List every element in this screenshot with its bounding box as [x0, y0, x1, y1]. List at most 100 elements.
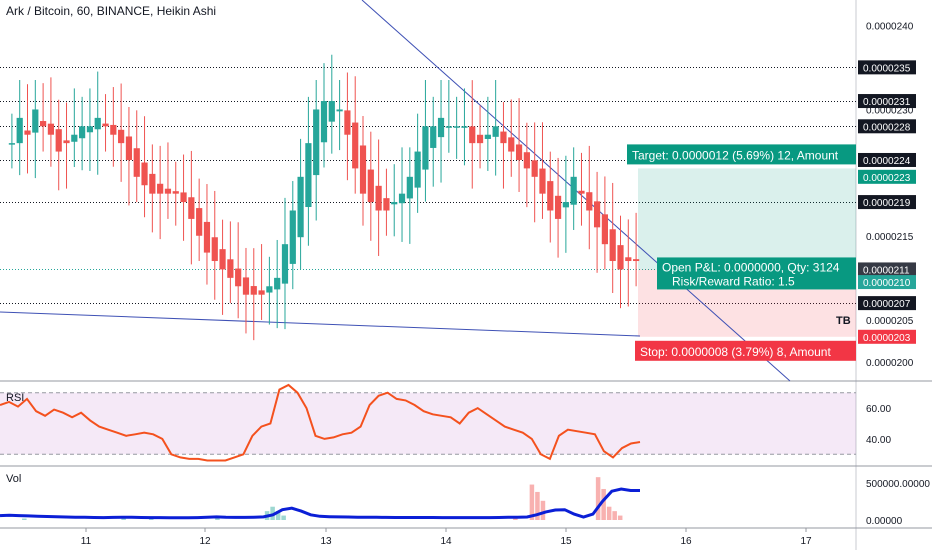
candle-body	[445, 126, 452, 128]
level-price-tag	[858, 119, 916, 134]
support-trend-line	[0, 311, 641, 337]
candle-body	[8, 143, 16, 145]
volume-bar	[275, 511, 281, 520]
price-tick-label: 0.0000240	[866, 21, 914, 32]
candle-body	[133, 148, 140, 177]
candle-body	[203, 221, 211, 253]
volume-bar	[540, 500, 546, 520]
target-zone	[638, 168, 856, 270]
candle-body	[281, 244, 289, 284]
rsi-tick-label: 60.00	[866, 404, 891, 415]
candle-body	[227, 259, 234, 278]
candle-body	[531, 160, 538, 177]
price-tick-label: 0.0000215	[866, 232, 914, 243]
candle-body	[359, 145, 367, 194]
volume-bar	[595, 477, 601, 520]
candle-body	[492, 126, 499, 137]
candle-body	[601, 214, 608, 245]
open-pnl-text: Open P&L: 0.0000000, Qty: 3124	[662, 260, 840, 274]
price-tag	[858, 329, 916, 344]
volume-bar	[612, 511, 617, 520]
time-tick-label: 12	[199, 536, 211, 547]
chart-title: Ark / Bitcoin, 60, BINANCE, Heikin Ashi	[6, 4, 217, 18]
time-tick-label: 17	[800, 536, 812, 547]
candle-body	[336, 109, 343, 112]
candle-body	[110, 124, 117, 135]
rsi-band	[0, 392, 856, 455]
candle-body	[422, 126, 429, 170]
level-price-label: 0.0000224	[863, 156, 911, 167]
time-tick-label: 11	[81, 536, 92, 547]
candle-body	[196, 208, 203, 236]
level-price-tag	[858, 152, 916, 167]
candle-body	[328, 101, 335, 122]
volume-bar	[22, 518, 27, 520]
candle-body	[235, 268, 242, 287]
candle-body	[86, 126, 94, 133]
candle-body	[476, 134, 484, 144]
candle-body	[141, 162, 148, 186]
level-price-label: 0.0000207	[863, 299, 911, 310]
candle-body	[383, 198, 390, 211]
candle-body	[125, 136, 133, 160]
volume-bar	[601, 488, 606, 520]
time-tick-label: 13	[320, 536, 332, 547]
candle-body	[266, 286, 273, 293]
candle-body	[508, 137, 515, 152]
candle-body	[367, 169, 374, 203]
candle-body	[219, 249, 226, 270]
candle-body	[344, 110, 351, 135]
candle-body	[625, 257, 632, 262]
candle-body	[79, 126, 86, 139]
candle-body	[297, 176, 304, 238]
candle-body	[562, 202, 569, 208]
price-tag-label: 0.0000203	[863, 333, 911, 344]
time-tick-label: 14	[440, 536, 452, 547]
rsi-line	[0, 383, 641, 462]
level-price-tag	[858, 195, 916, 210]
price-tag	[858, 169, 916, 184]
volume-label: Vol	[6, 473, 21, 485]
price-tag	[858, 262, 916, 277]
candle-body	[570, 176, 577, 205]
candle-body	[554, 195, 562, 219]
candle-body	[242, 277, 250, 295]
volume-ma-line	[0, 487, 640, 520]
candle-body	[406, 176, 413, 199]
level-price-tag	[858, 60, 916, 75]
candle-body	[414, 151, 421, 188]
candle-body	[164, 188, 172, 194]
candle-body	[484, 134, 491, 139]
candle-body	[391, 202, 398, 205]
rsi-tick-label: 40.00	[866, 435, 891, 446]
candle-body	[547, 181, 554, 211]
rsi-label: RSI	[6, 392, 24, 404]
candle-body	[398, 193, 406, 204]
candle-body	[40, 121, 47, 127]
candle-body	[313, 109, 320, 176]
candle-body	[461, 126, 468, 128]
candle-body	[274, 277, 281, 290]
level-price-tag	[858, 94, 916, 109]
candle-body	[258, 290, 265, 295]
level-price-label: 0.0000231	[863, 97, 911, 108]
price-tick-label: 0.0000230	[866, 105, 914, 116]
candle-body	[500, 131, 507, 144]
time-tick-label: 16	[680, 536, 692, 547]
volume-tick-label: 500000.00000	[866, 479, 930, 490]
volume-bar	[281, 515, 286, 520]
candle-body	[578, 190, 585, 194]
candle-body	[539, 168, 546, 194]
level-price-label: 0.0000228	[863, 122, 911, 133]
stop-text: Stop: 0.0000008 (3.79%) 8, Amount	[640, 345, 831, 359]
candle-body	[289, 210, 296, 264]
candle-body	[102, 123, 109, 127]
price-tag-label: 0.0000210	[863, 278, 911, 289]
volume-bar	[535, 491, 540, 520]
candle-body	[305, 143, 312, 208]
target-text: Target: 0.0000012 (5.69%) 12, Amount	[632, 148, 839, 162]
candle-body	[430, 126, 437, 148]
price-tick-label: 0.0000205	[866, 316, 914, 327]
risk-reward-text: Risk/Reward Ratio: 1.5	[672, 274, 795, 288]
